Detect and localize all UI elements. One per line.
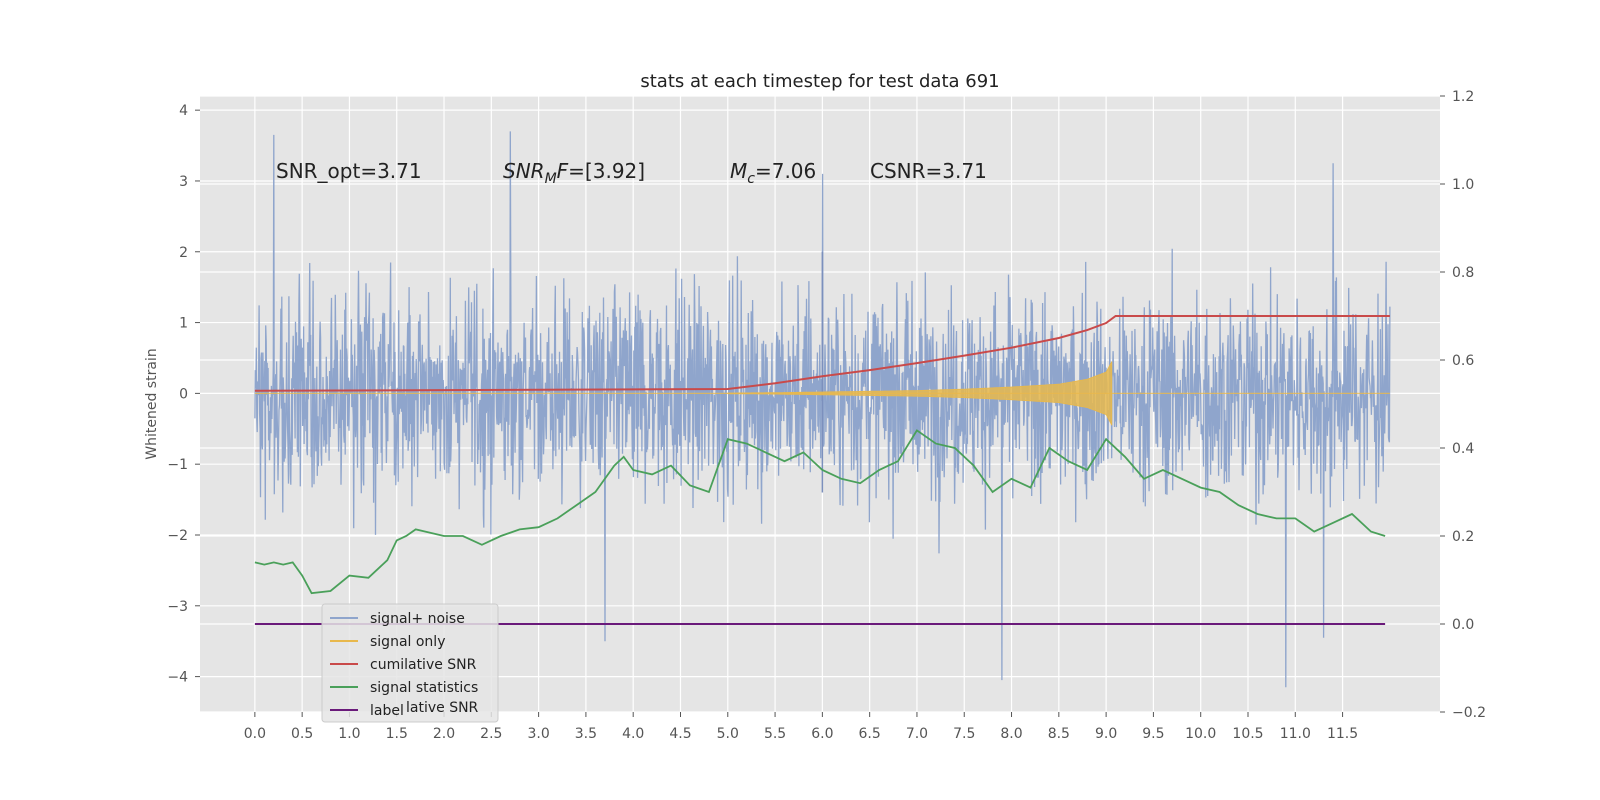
x-tick-label: 2.0: [433, 726, 455, 742]
y-axis-label: Whitened strain: [144, 348, 160, 459]
legend-label: signal statistics: [370, 680, 478, 696]
legend-faded-text: lative SNR: [406, 700, 479, 716]
x-tick-label: 4.5: [669, 726, 691, 742]
y-tick-label-left: −1: [167, 457, 188, 473]
y-tick-label-left: −4: [167, 670, 188, 686]
y-tick-label-left: 3: [179, 174, 188, 190]
y-tick-label-right: 0.2: [1452, 529, 1474, 545]
x-tick-label: 8.5: [1048, 726, 1070, 742]
x-tick-label: 0.5: [291, 726, 313, 742]
x-tick-label: 0.0: [244, 726, 266, 742]
legend-label: signal only: [370, 634, 445, 650]
series-signal-statistics-line: [254, 429, 1386, 595]
y-tick-label-left: 0: [179, 386, 188, 402]
legend: lative SNR signal+ noise signal only cumila…: [321, 603, 499, 723]
x-tick-label: 2.5: [480, 726, 502, 742]
x-tick-label: 6.5: [859, 726, 881, 742]
y-tick-label-right: 1.2: [1452, 89, 1474, 105]
chart-title: stats at each timestep for test data 691: [640, 71, 999, 92]
legend-label: label: [370, 703, 404, 719]
y-tick-label-left: 4: [179, 103, 188, 119]
x-tick-label: 8.0: [1000, 726, 1022, 742]
y-tick-label-left: −2: [167, 528, 188, 544]
x-tick-label: 1.5: [386, 726, 408, 742]
x-tick-label: 6.0: [811, 726, 833, 742]
y-tick-label-right: 0.0: [1452, 617, 1474, 633]
x-tick-label: 10.0: [1185, 726, 1216, 742]
x-tick-label: 3.0: [527, 726, 549, 742]
y-tick-label-right: 0.6: [1452, 353, 1474, 369]
x-tick-label: 7.5: [953, 726, 975, 742]
y-tick-label-right: −0.2: [1452, 705, 1486, 721]
x-tick-label: 9.0: [1095, 726, 1117, 742]
x-tick-label: 3.5: [575, 726, 597, 742]
y-tick-label-left: −3: [167, 599, 188, 615]
annotation-chirp-mass: Mc=7.06: [730, 159, 816, 187]
y-tick-label-left: 1: [179, 316, 188, 332]
annotation-csnr: CSNR=3.71: [870, 159, 987, 183]
x-tick-label: 1.0: [338, 726, 360, 742]
y-tick-label-right: 0.8: [1452, 265, 1474, 281]
x-tick-label: 11.0: [1280, 726, 1311, 742]
series-cumulative-snr-line: [254, 315, 1390, 392]
legend-label: signal+ noise: [370, 611, 465, 627]
x-tick-label: 9.5: [1142, 726, 1164, 742]
annotations: SNR_opt=3.71 SNRMF=[3.92] Mc=7.06 CSNR=3.71: [276, 159, 987, 187]
annotation-snr-opt: SNR_opt=3.71: [276, 159, 422, 183]
legend-box: [321, 603, 499, 723]
y-tick-label-right: 0.4: [1452, 441, 1474, 457]
x-tick-label: 7.0: [906, 726, 928, 742]
y-tick-label-right: 1.0: [1452, 177, 1474, 193]
legend-label: cumilative SNR: [370, 657, 477, 673]
x-tick-label: 10.5: [1232, 726, 1263, 742]
annotation-snr-mf: SNRMF=[3.92]: [503, 159, 645, 187]
x-tick-label: 5.5: [764, 726, 786, 742]
axes-layer: 0.0 0.5 1.0 1.5 2.0 2.5 3.0 3.5 4.0 4.5 5.0 5.5 6.0 6…: [167, 89, 1486, 742]
x-tick-label: 5.0: [717, 726, 739, 742]
y-tick-label-left: 2: [179, 245, 188, 261]
x-tick-label: 4.0: [622, 726, 644, 742]
x-tick-label: 11.5: [1327, 726, 1358, 742]
